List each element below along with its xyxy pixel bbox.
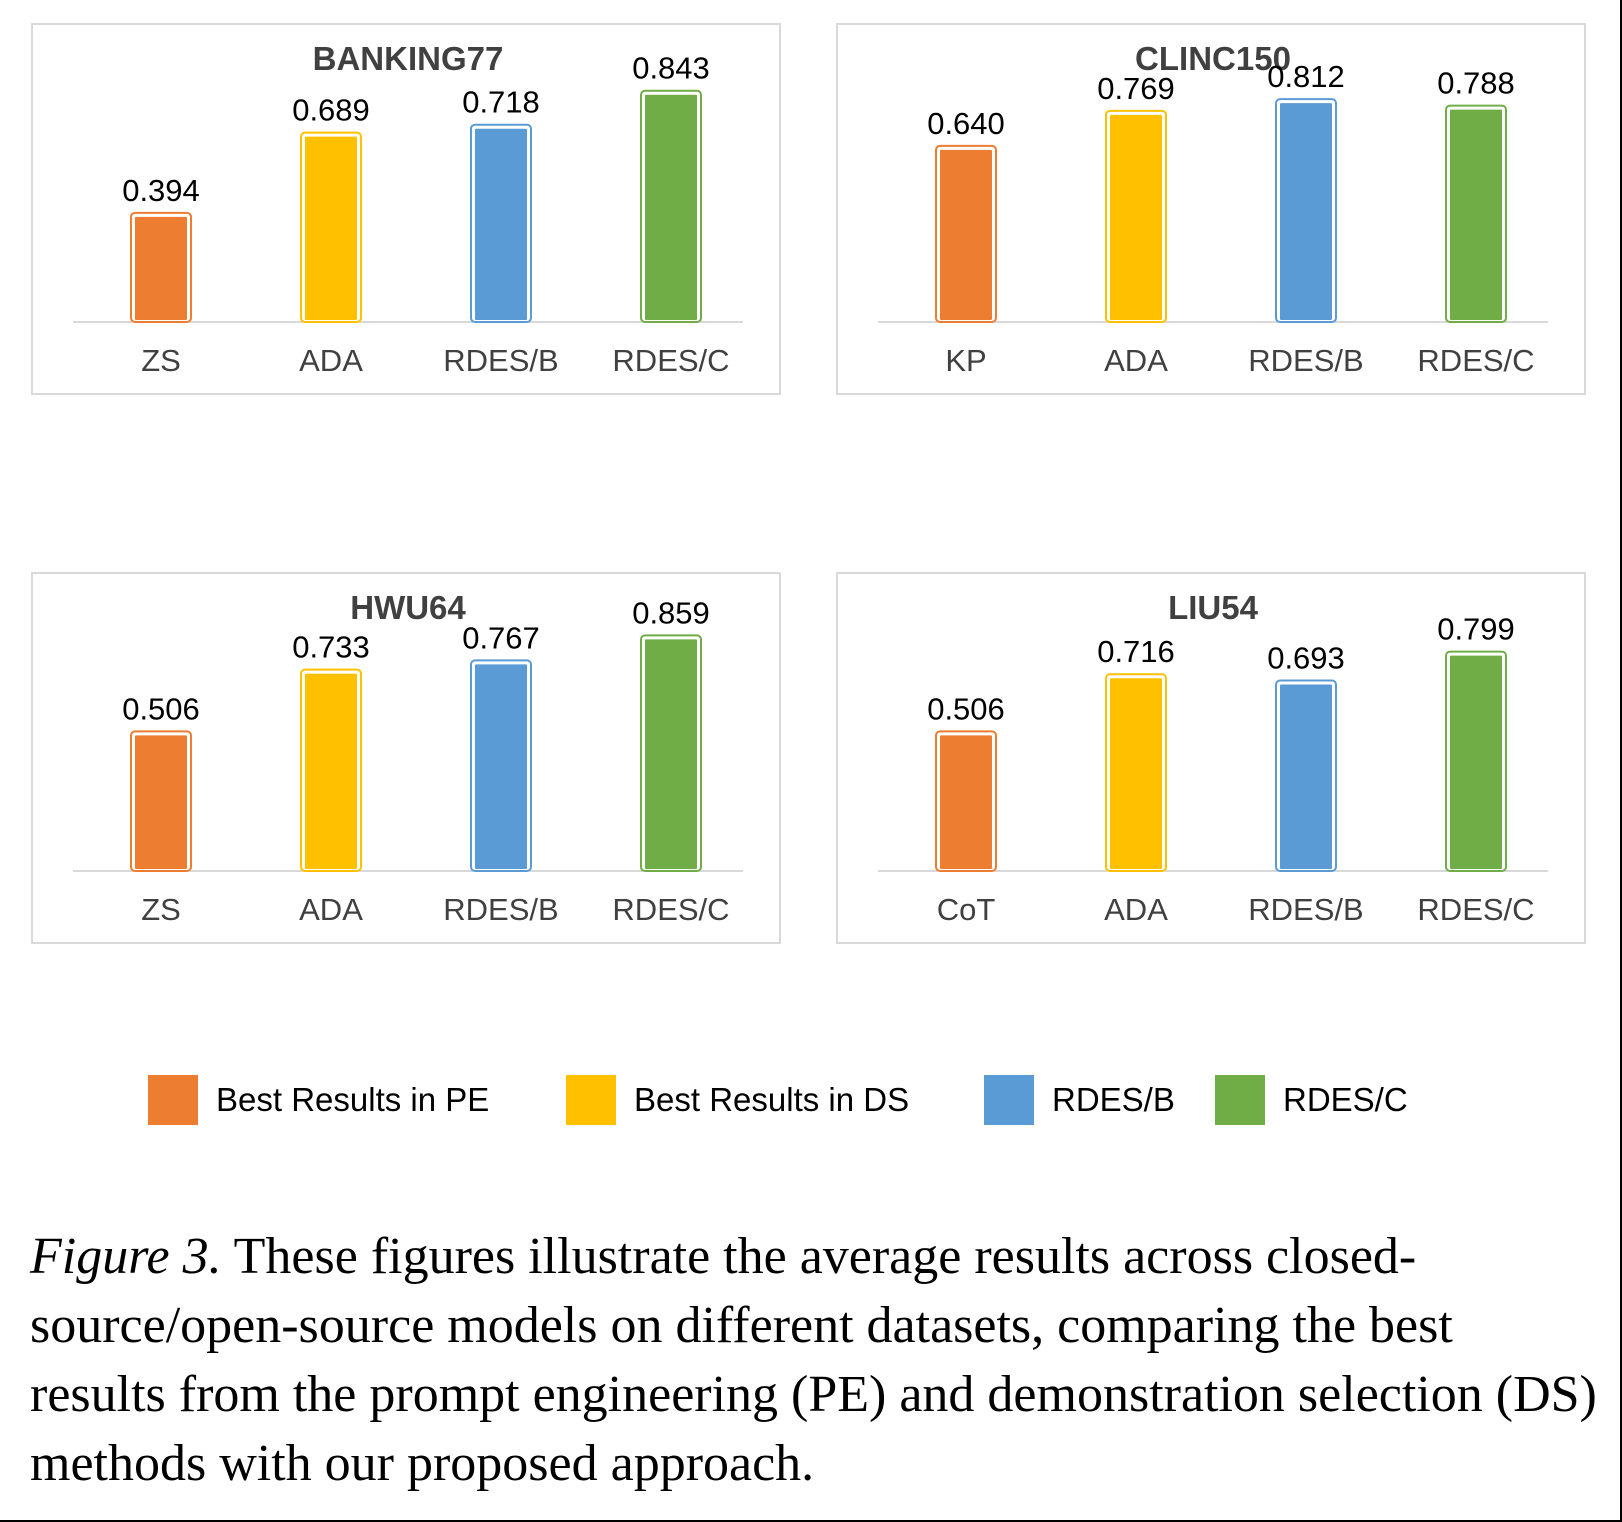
data-label: 0.799 — [1437, 612, 1515, 647]
bar — [641, 635, 701, 873]
category-label: RDES/C — [1417, 343, 1534, 378]
bar-outline — [130, 730, 192, 872]
bar — [936, 145, 996, 324]
legend-label-rdes-b: RDES/B — [1052, 1081, 1175, 1118]
category-label: CoT — [937, 892, 996, 927]
category-label: ZS — [141, 892, 181, 927]
chart-title: BANKING77 — [313, 40, 504, 77]
legend: Best Results in PE Best Results in DS RD… — [0, 1072, 1622, 1128]
legend-swatch-ds — [566, 1075, 616, 1125]
chart-title: LIU54 — [1168, 589, 1259, 626]
bar-outline — [935, 144, 997, 323]
bar-outline — [640, 634, 702, 872]
data-label: 0.843 — [632, 51, 710, 86]
bar-outline — [300, 668, 362, 873]
bar-outline — [130, 211, 192, 323]
chart-title: CLINC150 — [1135, 40, 1291, 77]
data-label: 0.394 — [122, 173, 200, 208]
legend-swatch-rdes-b — [984, 1075, 1034, 1125]
data-label: 0.718 — [462, 85, 540, 120]
bar-outline — [470, 659, 532, 872]
data-label: 0.716 — [1097, 634, 1175, 669]
data-label: 0.689 — [292, 93, 370, 128]
category-label: ZS — [141, 343, 181, 378]
chart-title: HWU64 — [350, 589, 466, 626]
bar-outline — [1105, 109, 1167, 323]
bar — [1276, 99, 1336, 324]
data-label: 0.506 — [122, 691, 200, 726]
bar — [471, 660, 531, 873]
bar-outline — [1445, 104, 1507, 323]
data-label: 0.788 — [1437, 66, 1515, 101]
bar-outline — [1275, 98, 1337, 323]
category-label: ADA — [299, 343, 363, 378]
legend-swatch-pe — [148, 1075, 198, 1125]
bar-outline — [300, 131, 362, 324]
bar — [131, 212, 191, 324]
figure-caption: Figure 3. These figures illustrate the a… — [30, 1222, 1600, 1498]
bar — [1106, 674, 1166, 873]
category-label: RDES/B — [443, 892, 558, 927]
data-label: 0.733 — [292, 630, 370, 665]
caption-label: Figure 3. — [30, 1228, 222, 1285]
category-label: ADA — [1104, 892, 1168, 927]
category-label: ADA — [1104, 343, 1168, 378]
bar — [471, 124, 531, 325]
legend-item-ds: Best Results in DS — [566, 1072, 909, 1128]
legend-item-rdes-b: RDES/B — [984, 1072, 1175, 1128]
bar — [131, 731, 191, 873]
data-label: 0.640 — [927, 106, 1005, 141]
chart-hwu64: HWU64 0.506 ZS 0.733 ADA 0.767 RDES/B 0.859 RDES… — [73, 589, 743, 927]
bar — [301, 669, 361, 874]
category-label: RDES/B — [1248, 343, 1363, 378]
legend-swatch-rdes-c — [1215, 1075, 1265, 1125]
bar — [1106, 110, 1166, 324]
category-label: RDES/B — [443, 343, 558, 378]
category-label: RDES/C — [612, 892, 729, 927]
legend-label-rdes-c: RDES/C — [1283, 1081, 1408, 1118]
category-label: RDES/C — [1417, 892, 1534, 927]
category-label: ADA — [299, 892, 363, 927]
bar — [641, 90, 701, 325]
bar-outline — [1275, 679, 1337, 872]
legend-item-rdes-c: RDES/C — [1215, 1072, 1408, 1128]
bar-outline — [1105, 673, 1167, 872]
caption-text: These figures illustrate the average res… — [30, 1228, 1597, 1492]
bar-outline — [640, 89, 702, 324]
data-label: 0.769 — [1097, 71, 1175, 106]
data-label: 0.859 — [632, 595, 710, 630]
bar — [1446, 105, 1506, 324]
legend-label-pe: Best Results in PE — [216, 1081, 490, 1118]
bar — [936, 731, 996, 873]
bar — [301, 132, 361, 325]
chart-clinc150: CLINC150 0.640 KP 0.769 ADA 0.812 RDES/B 0.788 R… — [878, 40, 1548, 378]
bar-outline — [1445, 650, 1507, 872]
bar — [1446, 651, 1506, 873]
legend-label-ds: Best Results in DS — [634, 1081, 910, 1118]
chart-banking77: BANKING77 0.394 ZS 0.689 ADA 0.718 RDES/B 0.843… — [73, 40, 743, 378]
bar-outline — [470, 123, 532, 324]
chart-liu54: LIU54 0.506 CoT 0.716 ADA 0.693 RDES/B 0.799 RDE… — [878, 589, 1548, 927]
chart-panel-banking77: BANKING77 0.394 ZS 0.689 ADA 0.718 RDES/B 0.843… — [31, 23, 781, 395]
data-label: 0.693 — [1267, 641, 1345, 676]
data-label: 0.767 — [462, 620, 540, 655]
data-label: 0.812 — [1267, 59, 1345, 94]
legend-item-pe: Best Results in PE — [148, 1072, 489, 1128]
data-label: 0.506 — [927, 691, 1005, 726]
category-label: RDES/C — [612, 343, 729, 378]
chart-panel-hwu64: HWU64 0.506 ZS 0.733 ADA 0.767 RDES/B 0.859 RDES… — [31, 572, 781, 944]
chart-panel-clinc150: CLINC150 0.640 KP 0.769 ADA 0.812 RDES/B 0.788 R… — [836, 23, 1586, 395]
bar-outline — [935, 730, 997, 872]
category-label: KP — [945, 343, 986, 378]
bar — [1276, 680, 1336, 873]
category-label: RDES/B — [1248, 892, 1363, 927]
chart-panel-liu54: LIU54 0.506 CoT 0.716 ADA 0.693 RDES/B 0.799 RDE… — [836, 572, 1586, 944]
